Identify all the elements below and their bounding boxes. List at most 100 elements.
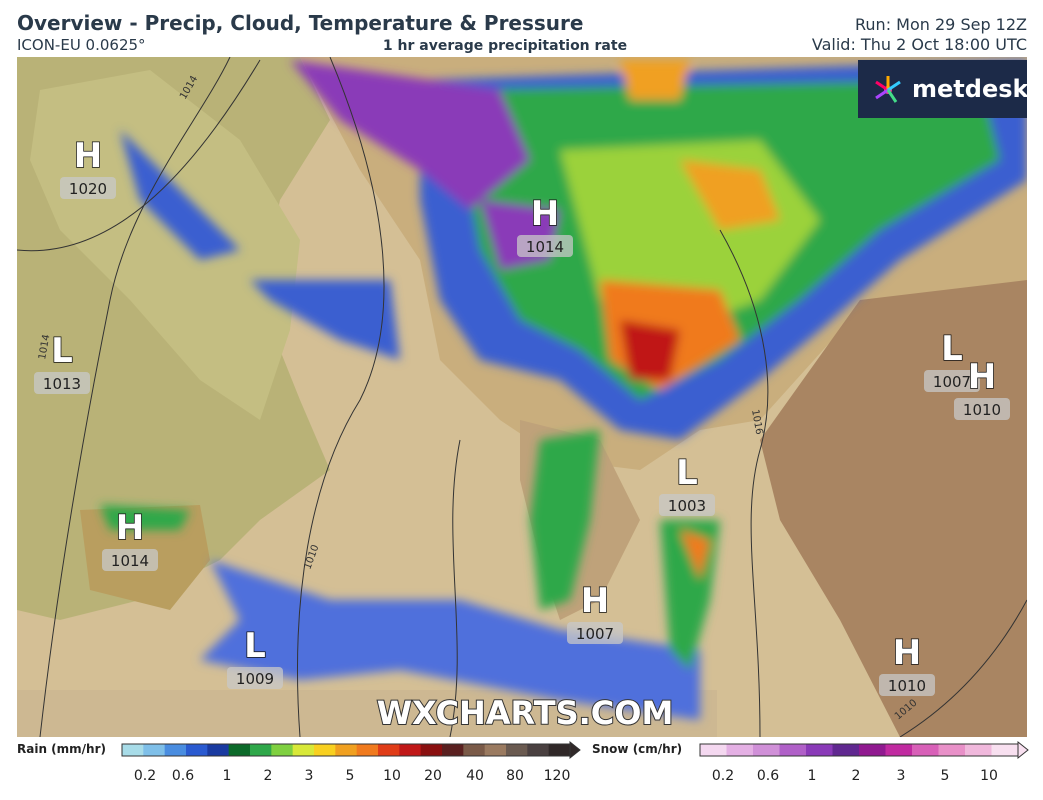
run: Run: Mon 29 Sep 12Z bbox=[855, 15, 1027, 34]
legend-tick-label: 1 bbox=[223, 768, 232, 784]
precipitation bbox=[100, 60, 1027, 720]
pressure-symbol: H bbox=[531, 194, 559, 234]
pressure-value: 1007 bbox=[576, 625, 614, 643]
legend-swatch bbox=[527, 744, 550, 756]
logo-icon bbox=[875, 76, 901, 103]
legend-swatch bbox=[143, 744, 166, 756]
legend-swatch bbox=[832, 744, 860, 756]
legend-swatch bbox=[356, 744, 379, 756]
pressure-label-box bbox=[879, 674, 935, 696]
pressure-value: 1010 bbox=[963, 401, 1001, 419]
pressure-value: 1010 bbox=[888, 677, 926, 695]
pressure-value: 1007 bbox=[933, 373, 971, 391]
legend-tick-label: 2 bbox=[264, 768, 273, 784]
legend-swatch bbox=[292, 744, 315, 756]
pressure-symbol: H bbox=[968, 357, 996, 397]
legend-swatch bbox=[250, 744, 272, 756]
legend-swatch bbox=[859, 744, 886, 756]
legend-swatch bbox=[228, 744, 251, 756]
legend-swatch bbox=[753, 744, 780, 756]
logo: metdesk bbox=[912, 75, 1030, 103]
legend-tick-label: 0.2 bbox=[134, 768, 156, 784]
pressure-value: 1020 bbox=[69, 180, 107, 198]
legend-swatch bbox=[463, 744, 486, 756]
isobar-label: 1014 bbox=[37, 334, 52, 361]
watermark: WXCHARTS.COM bbox=[377, 694, 674, 732]
subtitle: 1 hr average precipitation rate bbox=[383, 38, 627, 54]
legend-swatch bbox=[938, 744, 966, 756]
legend-swatch bbox=[420, 744, 443, 756]
legend-frame bbox=[699, 743, 1019, 757]
pressure-value: 1013 bbox=[43, 375, 81, 393]
pressure-value: 1014 bbox=[111, 552, 149, 570]
legend-swatch bbox=[506, 744, 528, 756]
pressure-centers: 1020H1013L1014H1009L1014H1007H1003L1007L… bbox=[34, 74, 1010, 722]
pressure-symbol: H bbox=[116, 508, 144, 548]
legend-tick-label: 3 bbox=[897, 768, 906, 784]
legend-title: Rain (mm/hr) bbox=[17, 742, 106, 756]
legend-arrow bbox=[569, 740, 581, 760]
legend-swatch bbox=[122, 744, 144, 756]
legend-swatch bbox=[912, 744, 939, 756]
pressure-value: 1003 bbox=[668, 497, 706, 515]
legend-tick-label: 0.2 bbox=[712, 768, 734, 784]
legend-swatch bbox=[965, 744, 992, 756]
pressure-label-box bbox=[102, 549, 158, 571]
legend-tick-label: 5 bbox=[346, 768, 355, 784]
title: Overview - Precip, Cloud, Temperature & … bbox=[17, 11, 583, 35]
legend-swatch bbox=[779, 744, 807, 756]
isobar-label: 1016 bbox=[749, 409, 764, 436]
legend-tick-label: 3 bbox=[305, 768, 314, 784]
isobars bbox=[17, 57, 1027, 737]
pressure-label-box bbox=[227, 667, 283, 689]
pressure-label-box bbox=[517, 235, 573, 257]
legend-tick-label: 10 bbox=[980, 768, 998, 784]
legend-tick-label: 0.6 bbox=[172, 768, 194, 784]
legend-swatch bbox=[885, 744, 913, 756]
valid: Valid: Thu 2 Oct 18:00 UTC bbox=[812, 35, 1027, 54]
legend-tick-label: 10 bbox=[383, 768, 401, 784]
legend-tick-label: 40 bbox=[466, 768, 484, 784]
legend-tick-label: 80 bbox=[506, 768, 524, 784]
pressure-label-box bbox=[60, 177, 116, 199]
pressure-label-box bbox=[659, 494, 715, 516]
legend-tick-label: 5 bbox=[941, 768, 950, 784]
pressure-symbol: H bbox=[74, 136, 102, 176]
legend-tick-label: 1 bbox=[808, 768, 817, 784]
legend-tick-label: 20 bbox=[424, 768, 442, 784]
pressure-label-box bbox=[924, 370, 980, 392]
legend-swatch bbox=[186, 744, 208, 756]
legend-swatch bbox=[806, 744, 833, 756]
legend-tick-label: 2 bbox=[852, 768, 861, 784]
legend-swatch bbox=[442, 744, 464, 756]
legend-swatch bbox=[335, 744, 358, 756]
pressure-value: 1009 bbox=[236, 670, 274, 688]
pressure-symbol: L bbox=[676, 453, 698, 493]
pressure-label-box bbox=[567, 622, 623, 644]
legend-swatch bbox=[207, 744, 230, 756]
legend-swatch bbox=[378, 744, 400, 756]
legend-swatch bbox=[484, 744, 507, 756]
pressure-symbol: H bbox=[581, 581, 609, 621]
pressure-value: 1014 bbox=[526, 238, 564, 256]
legend-tick-label: 120 bbox=[544, 768, 571, 784]
legend-swatch bbox=[726, 744, 754, 756]
legend-swatch bbox=[314, 744, 336, 756]
pressure-symbol: L bbox=[941, 329, 963, 369]
legend-tick-label: 0.6 bbox=[757, 768, 779, 784]
pressure-label-box bbox=[954, 398, 1010, 420]
legend-swatch bbox=[548, 744, 571, 756]
map bbox=[17, 57, 1027, 737]
legend-swatch bbox=[271, 744, 294, 756]
legend-swatch bbox=[399, 744, 422, 756]
legend-swatch bbox=[700, 744, 727, 756]
legend-title: Snow (cm/hr) bbox=[592, 742, 682, 756]
legend-swatch bbox=[991, 744, 1019, 756]
legend-arrow bbox=[1017, 740, 1029, 760]
legend: Rain (mm/hr) 0.2 0.6 1 2 3 5 10 20 40 80 120 Snow (c… bbox=[17, 740, 1029, 784]
pressure-symbol: L bbox=[51, 331, 73, 371]
pressure-symbol: H bbox=[893, 633, 921, 673]
pressure-symbol: L bbox=[244, 626, 266, 666]
legend-frame bbox=[121, 743, 571, 757]
